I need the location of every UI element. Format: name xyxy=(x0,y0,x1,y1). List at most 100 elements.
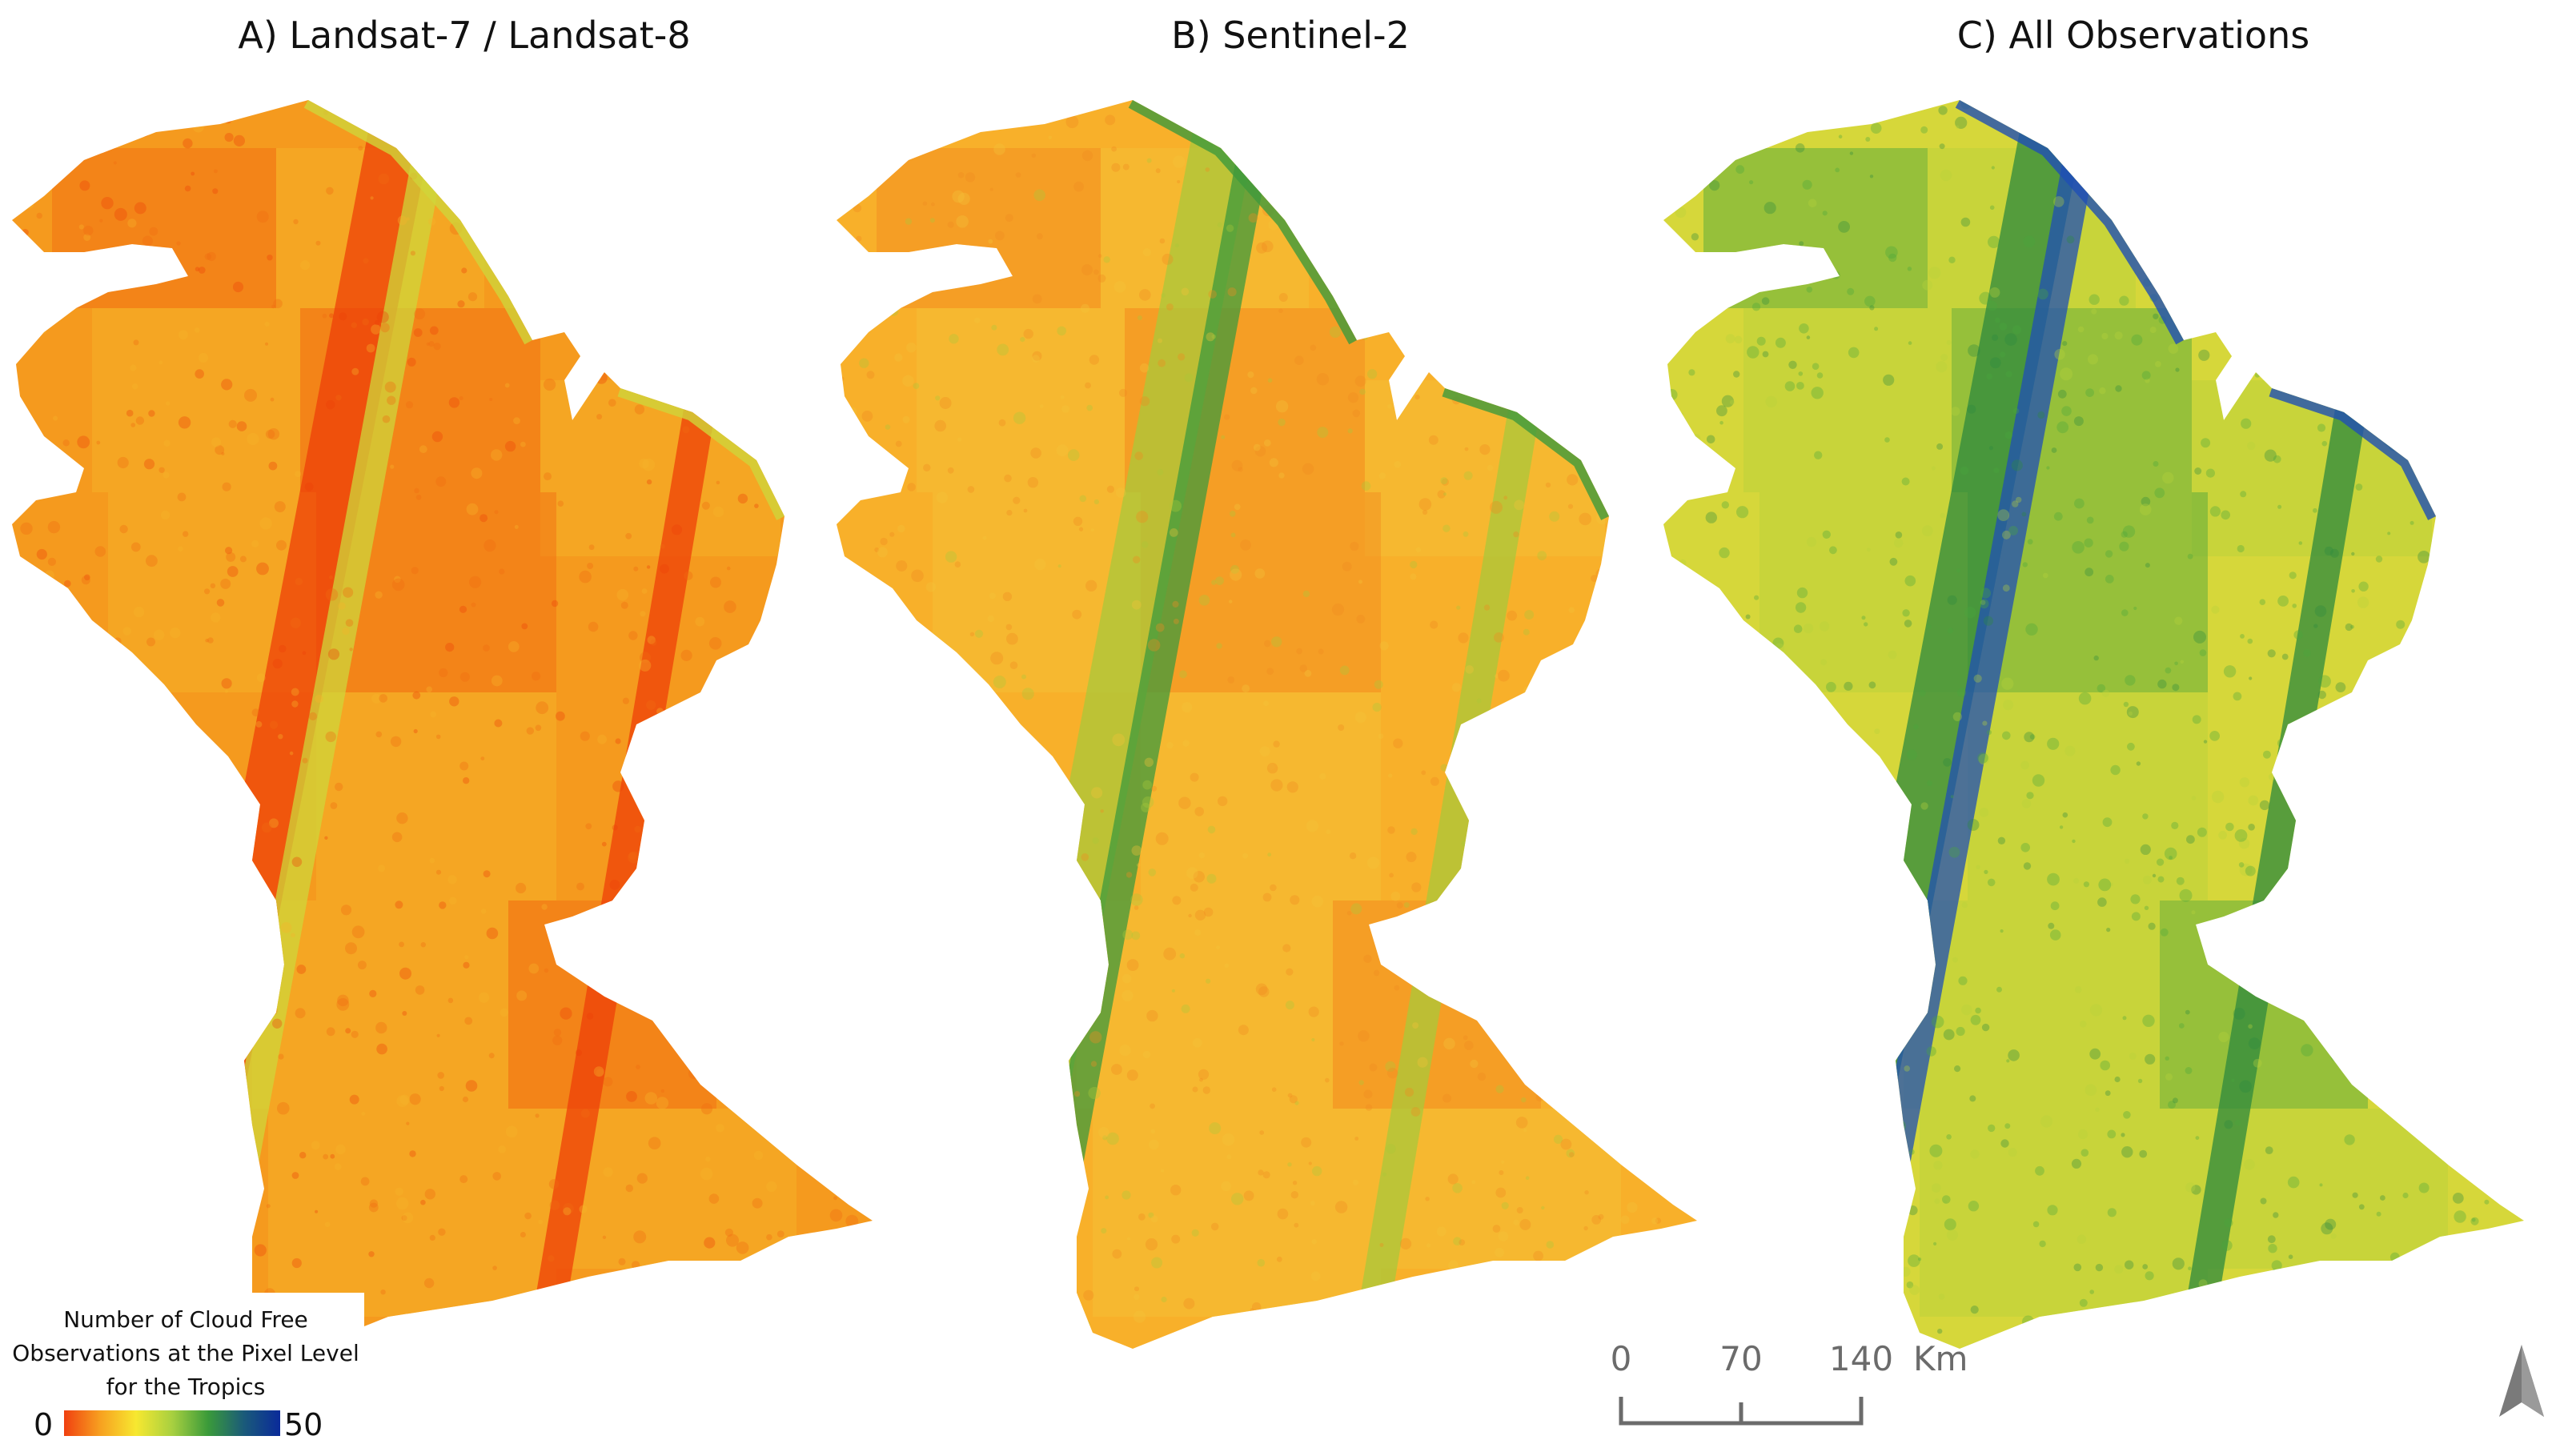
pixel-speckle xyxy=(615,738,621,744)
pixel-speckle xyxy=(2403,800,2410,808)
pixel-speckle xyxy=(239,556,247,563)
pixel-speckle xyxy=(1046,859,1059,872)
pixel-speckle xyxy=(1059,1152,1067,1160)
pixel-speckle xyxy=(1884,437,1890,443)
pixel-speckle xyxy=(907,1183,920,1196)
pixel-speckle xyxy=(2105,575,2114,584)
pixel-speckle xyxy=(1477,1072,1487,1081)
pixel-speckle xyxy=(261,822,272,833)
pixel-speckle xyxy=(1227,676,1235,684)
pixel-speckle xyxy=(1876,1267,1888,1279)
pixel-speckle xyxy=(1776,936,1788,948)
pixel-speckle xyxy=(2201,159,2212,170)
pixel-speckle xyxy=(143,459,155,470)
pixel-speckle xyxy=(1490,500,1503,514)
pixel-speckle xyxy=(467,292,478,302)
pixel-speckle xyxy=(1318,648,1324,655)
pixel-speckle xyxy=(504,383,510,388)
pixel-speckle xyxy=(236,908,247,920)
pixel-speckle xyxy=(2281,653,2289,660)
pixel-speckle xyxy=(1158,359,1166,367)
pixel-speckle xyxy=(1822,211,1828,216)
pixel-speckle xyxy=(2407,407,2414,413)
pixel-speckle xyxy=(634,825,641,833)
pixel-speckle xyxy=(1937,1328,1943,1334)
pixel-speckle xyxy=(491,449,503,461)
pixel-speckle xyxy=(1440,477,1448,485)
pixel-speckle xyxy=(2351,589,2355,593)
pixel-speckle xyxy=(1133,1310,1146,1323)
pixel-speckle xyxy=(657,946,665,954)
pixel-speckle xyxy=(117,1025,121,1029)
pixel-speckle xyxy=(494,510,499,515)
pixel-speckle xyxy=(435,734,441,740)
pixel-speckle xyxy=(265,342,268,346)
pixel-speckle xyxy=(2187,553,2193,560)
pixel-speckle xyxy=(1847,287,1855,295)
pixel-speckle xyxy=(2119,541,2129,552)
pixel-speckle xyxy=(395,900,403,909)
pixel-speckle xyxy=(1527,997,1532,1002)
pixel-speckle xyxy=(414,308,426,320)
coast-edge xyxy=(2269,379,2444,520)
pixel-speckle xyxy=(1259,1130,1265,1135)
pixel-speckle xyxy=(2178,1023,2185,1029)
pixel-speckle xyxy=(315,694,323,704)
pixel-speckle xyxy=(1863,904,1868,908)
pixel-speckle xyxy=(1670,606,1678,614)
pixel-speckle xyxy=(1142,780,1153,790)
pixel-speckle xyxy=(873,862,884,872)
pixel-speckle xyxy=(844,599,853,608)
pixel-speckle xyxy=(1573,702,1580,709)
pixel-speckle xyxy=(2192,715,2201,724)
pixel-speckle xyxy=(1090,1061,1097,1067)
pixel-speckle xyxy=(342,627,350,636)
pixel-speckle xyxy=(1222,1133,1235,1146)
pixel-speckle xyxy=(892,465,902,475)
pixel-speckle xyxy=(675,335,681,342)
pixel-speckle xyxy=(537,302,549,314)
pixel-speckle xyxy=(2273,1212,2279,1218)
pixel-speckle xyxy=(2302,844,2307,849)
pixel-speckle xyxy=(1889,557,1898,566)
pixel-speckle xyxy=(1263,439,1271,447)
pixel-speckle xyxy=(949,964,953,969)
pixel-speckle xyxy=(990,652,1004,665)
pixel-speckle xyxy=(1174,243,1179,248)
pixel-speckle xyxy=(2338,103,2347,113)
pixel-speckle xyxy=(1354,1137,1359,1141)
pixel-speckle xyxy=(733,861,744,872)
pixel-speckle xyxy=(1092,837,1099,844)
pixel-speckle xyxy=(1254,568,1266,579)
map-panel-b xyxy=(837,100,1697,1349)
pixel-speckle xyxy=(2454,1210,2466,1223)
pixel-speckle xyxy=(2278,203,2290,215)
pixel-speckle xyxy=(1559,191,1569,201)
pixel-speckle xyxy=(413,728,418,734)
pixel-speckle xyxy=(2229,299,2234,303)
pixel-speckle xyxy=(1721,395,1734,407)
pixel-speckle xyxy=(2301,736,2305,740)
pixel-speckle xyxy=(1415,547,1422,553)
pixel-speckle xyxy=(2364,1300,2371,1307)
pixel-speckle xyxy=(1938,106,1948,115)
pixel-speckle xyxy=(420,1199,426,1205)
pixel-speckle xyxy=(2089,1290,2094,1294)
pixel-speckle xyxy=(176,1028,183,1034)
pixel-speckle xyxy=(646,700,656,710)
pixel-speckle xyxy=(498,142,503,146)
pixel-speckle xyxy=(1848,936,1856,944)
pixel-speckle xyxy=(1545,482,1551,488)
pixel-speckle xyxy=(1230,568,1242,581)
pixel-speckle xyxy=(2218,1031,2229,1043)
pixel-speckle xyxy=(910,997,919,1007)
pixel-speckle xyxy=(1872,1098,1880,1106)
pixel-speckle xyxy=(771,941,780,951)
pixel-speckle xyxy=(1061,1043,1073,1055)
pixel-speckle xyxy=(1839,1049,1848,1058)
pixel-speckle xyxy=(380,1290,386,1295)
pixel-speckle xyxy=(878,154,885,161)
pixel-speckle xyxy=(459,672,470,682)
tile-block xyxy=(316,692,556,900)
pixel-speckle xyxy=(148,410,155,417)
